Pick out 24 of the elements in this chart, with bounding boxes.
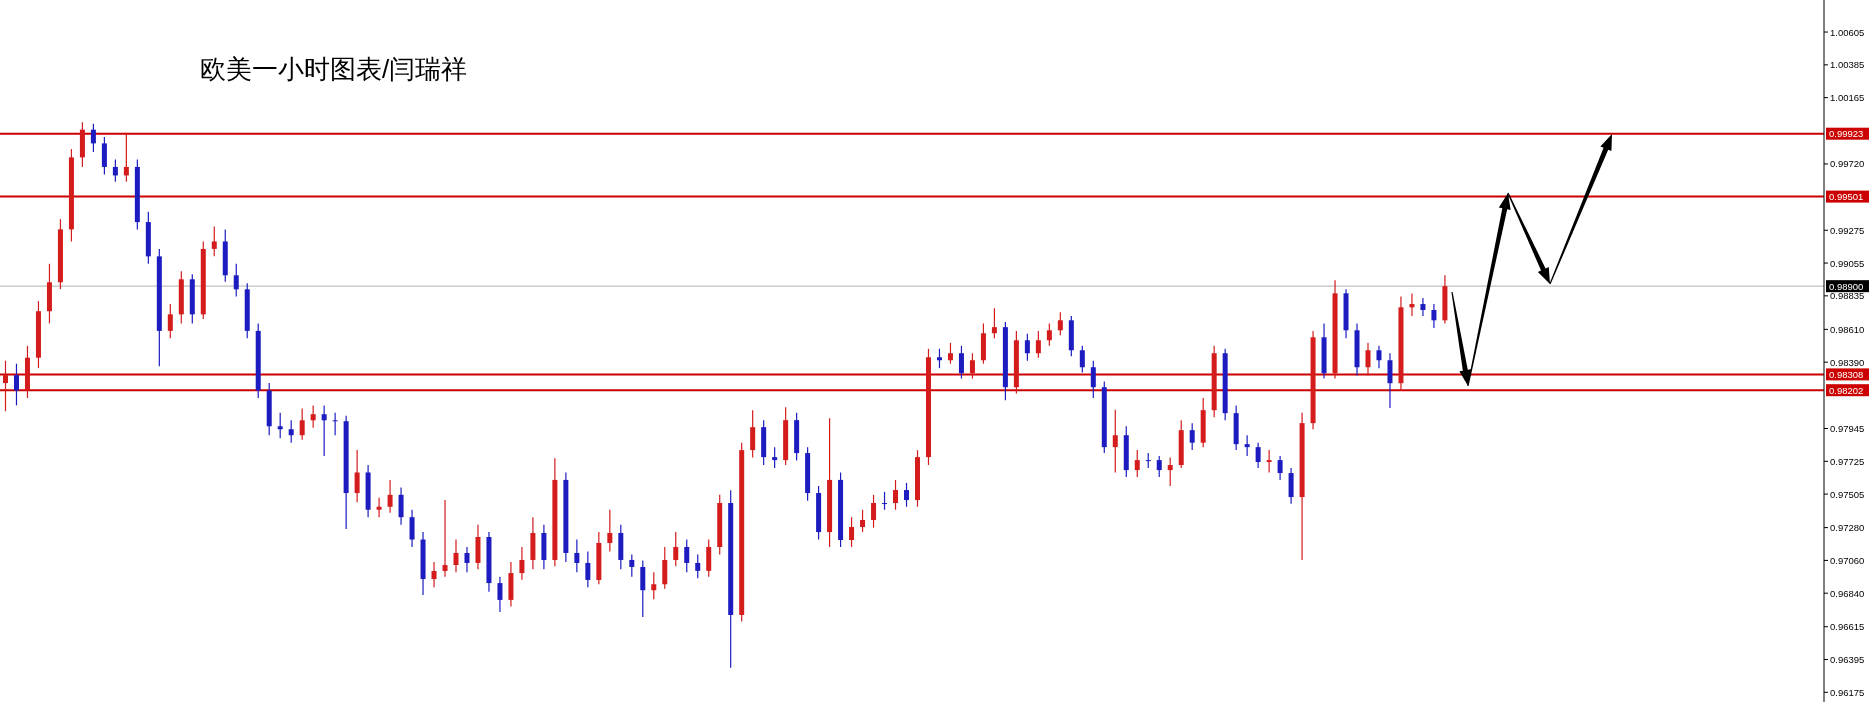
y-tick-label: 0.96175 (1830, 686, 1865, 698)
ref-line-label: 0.98202 (1829, 384, 1864, 396)
y-tick-label: 1.00605 (1830, 26, 1865, 38)
y-tick-label: 0.98610 (1830, 323, 1865, 335)
y-tick-label: 0.97725 (1830, 455, 1865, 467)
ref-line-label: 0.98308 (1829, 368, 1864, 380)
y-tick-label: 0.96840 (1830, 587, 1865, 599)
y-tick-label: 1.00385 (1830, 59, 1865, 71)
text: 欧美一小时图表/闫瑞祥 (200, 54, 468, 84)
y-tick-label: 0.97945 (1830, 423, 1865, 434)
ref-line-label: 0.99923 (1829, 128, 1864, 140)
y-tick-label: 0.97505 (1830, 488, 1865, 500)
y-tick-label: 0.97280 (1830, 522, 1865, 534)
y-tick-label: 0.99275 (1830, 224, 1865, 236)
y-tick-label: 0.96615 (1830, 621, 1865, 633)
y-tick-label: 1.00165 (1830, 92, 1865, 104)
y-tick-label: 0.96395 (1830, 654, 1865, 666)
y-tick-label: 0.97060 (1830, 554, 1865, 566)
y-tick-label: 0.99720 (1830, 158, 1865, 170)
y-tick-label: 0.99055 (1830, 257, 1865, 269)
y-tick-label: 0.98835 (1830, 290, 1865, 302)
y-tick-label: 0.98390 (1830, 356, 1865, 368)
ref-line-label: 0.98900 (1829, 280, 1864, 292)
ref-line-label: 0.99501 (1829, 191, 1864, 203)
